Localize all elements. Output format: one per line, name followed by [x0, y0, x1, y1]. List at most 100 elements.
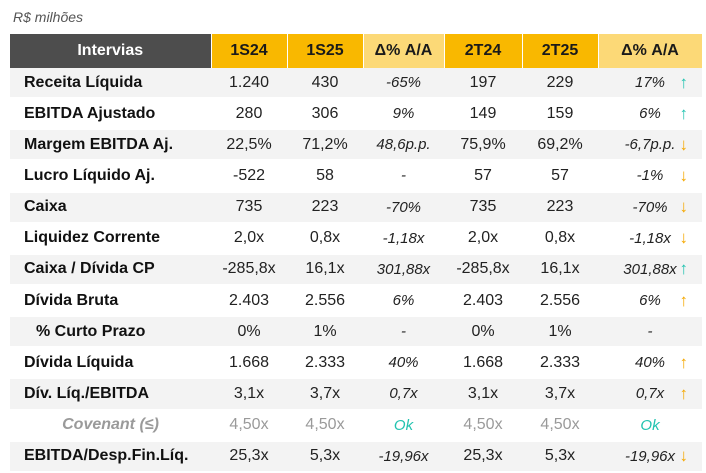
value-2t24: 197 [444, 68, 522, 100]
row-label: Dívida Líquida [10, 347, 211, 380]
value-1s24: 280 [211, 98, 287, 131]
delta-quarter: -6,7p.p. ↓ [598, 129, 702, 162]
table-row: EBITDA/Desp.Fin.Líq. 25,3x 5,3x -19,96x 25,3… [10, 440, 702, 473]
value-1s25: 16,1x [287, 253, 363, 286]
value-2t25: 3,7x [522, 378, 598, 411]
table-row: Liquidez Corrente 2,0x 0,8x -1,18x 2,0x 0,8x -… [10, 222, 702, 255]
delta-quarter-value: -19,96x [624, 447, 676, 465]
value-2t25: 229 [522, 68, 598, 100]
value-1s25: 58 [287, 160, 363, 193]
value-1s25: 3,7x [287, 378, 363, 411]
value-1s25: 0,8x [287, 222, 363, 255]
delta-quarter-value: 40% [634, 354, 666, 372]
delta-quarter: - [598, 316, 702, 349]
delta-semester: - [363, 160, 444, 193]
delta-semester: 48,6p.p. [363, 129, 444, 162]
arrow-up-icon: ↑ [679, 383, 689, 403]
value-2t25: 5,3x [522, 440, 598, 473]
row-label: Margem EBITDA Aj. [10, 129, 211, 162]
delta-quarter-value: 0,7x [635, 385, 665, 403]
value-2t24: 2,0x [444, 222, 522, 255]
table-row: % Curto Prazo 0% 1% -0% 1% - [10, 316, 702, 349]
value-1s24: 4,50x [211, 409, 287, 442]
row-label: Dívida Bruta [10, 284, 211, 318]
delta-semester: - [363, 316, 444, 349]
value-1s24: 735 [211, 191, 287, 224]
delta-semester-value: 40% [388, 354, 419, 372]
delta-semester-value: 0,7x [389, 385, 418, 403]
delta-semester-value: - [401, 323, 406, 341]
row-label: Covenant (≤) [10, 409, 211, 442]
header-delta-semester: Δ% A/A [363, 34, 445, 68]
delta-semester: 6% [363, 284, 444, 318]
delta-semester: 301,88x [363, 253, 444, 286]
delta-quarter: 17% ↑ [598, 68, 702, 100]
delta-quarter: -1% ↓ [598, 160, 702, 193]
table-row: Dív. Líq./EBITDA 3,1x 3,7x 0,7x 3,1x 3,7x 0,7x… [10, 378, 702, 411]
value-2t25: 1% [522, 316, 598, 349]
value-1s24: -285,8x [211, 253, 287, 286]
arrow-down-icon: ↓ [679, 134, 689, 154]
header-company: Intervias [10, 34, 212, 68]
value-1s24: 2,0x [211, 222, 287, 255]
row-label: Dív. Líq./EBITDA [10, 378, 211, 411]
delta-semester-value: 301,88x [376, 260, 431, 278]
delta-semester-value: 9% [392, 105, 415, 123]
arrow-up-icon: ↑ [679, 259, 689, 279]
value-1s24: 25,3x [211, 440, 287, 473]
row-label: Caixa / Dívida CP [10, 253, 211, 286]
table-row: Caixa 735 223 -70% 735 223 -70% ↓ [10, 191, 702, 224]
value-2t25: 0,8x [522, 222, 598, 255]
delta-semester: -1,18x [363, 222, 444, 255]
delta-semester-value: -65% [385, 74, 422, 92]
value-2t25: 4,50x [522, 409, 598, 442]
table-row: Receita Líquida 1.240 430 -65% 197 229 17% ↑ [10, 68, 702, 100]
arrow-down-icon: ↓ [679, 228, 689, 248]
value-1s24: 1.240 [211, 68, 287, 100]
intervias-table: Intervias 1S24 1S25 Δ% A/A 2T24 2T25 Δ% … [10, 34, 703, 473]
delta-quarter: -1,18x ↓ [598, 222, 702, 255]
row-label: Caixa [10, 191, 211, 224]
delta-semester-value: Ok [393, 416, 414, 434]
delta-semester-value: -70% [385, 198, 422, 216]
value-1s25: 5,3x [287, 440, 363, 473]
value-1s25: 1% [287, 316, 363, 349]
value-1s24: 0% [211, 316, 287, 349]
arrow-up-icon: ↑ [679, 290, 689, 310]
delta-quarter-value: 6% [639, 105, 661, 123]
delta-quarter: -19,96x ↓ [598, 440, 702, 473]
value-2t25: 159 [522, 98, 598, 131]
table-row: Covenant (≤) 4,50x 4,50x Ok 4,50x 4,50x Ok [10, 409, 702, 442]
table-row: EBITDA Ajustado 280 306 9% 149 159 6% ↑ [10, 98, 702, 131]
value-2t24: 0% [444, 316, 522, 349]
arrow-up-icon: ↑ [679, 352, 689, 372]
value-2t25: 69,2% [522, 129, 598, 162]
row-label: Receita Líquida [10, 68, 211, 100]
delta-quarter-value: 6% [639, 292, 661, 310]
value-2t24: 25,3x [444, 440, 522, 473]
delta-semester: Ok [363, 409, 444, 442]
header-row: Intervias 1S24 1S25 Δ% A/A 2T24 2T25 Δ% … [10, 34, 703, 68]
value-2t25: 16,1x [522, 253, 598, 286]
header-1s24: 1S24 [211, 34, 288, 68]
arrow-down-icon: ↓ [679, 165, 689, 185]
value-2t24: 149 [444, 98, 522, 131]
table-row: Lucro Líquido Aj. -522 58 - 57 57 -1% ↓ [10, 160, 702, 193]
value-2t25: 2.556 [522, 284, 598, 318]
delta-quarter: Ok [598, 409, 702, 442]
table-body: Receita Líquida 1.240 430 -65% 197 229 17% ↑ EBI… [10, 68, 702, 473]
delta-quarter: 0,7x ↑ [598, 378, 702, 411]
delta-quarter-value: - [647, 323, 653, 341]
delta-semester-value: 6% [392, 292, 415, 310]
delta-quarter: 40% ↑ [598, 347, 702, 380]
delta-semester-value: 48,6p.p. [376, 136, 431, 154]
delta-semester: -70% [363, 191, 444, 224]
delta-quarter-value: 17% [634, 74, 666, 92]
delta-quarter-value: 301,88x [623, 260, 677, 278]
value-1s24: 3,1x [211, 378, 287, 411]
arrow-up-icon: ↑ [679, 72, 689, 92]
value-2t24: 735 [444, 191, 522, 224]
header-1s25: 1S25 [287, 34, 364, 68]
arrow-down-icon: ↓ [679, 197, 689, 217]
header-delta-quarter: Δ% A/A [598, 34, 703, 68]
